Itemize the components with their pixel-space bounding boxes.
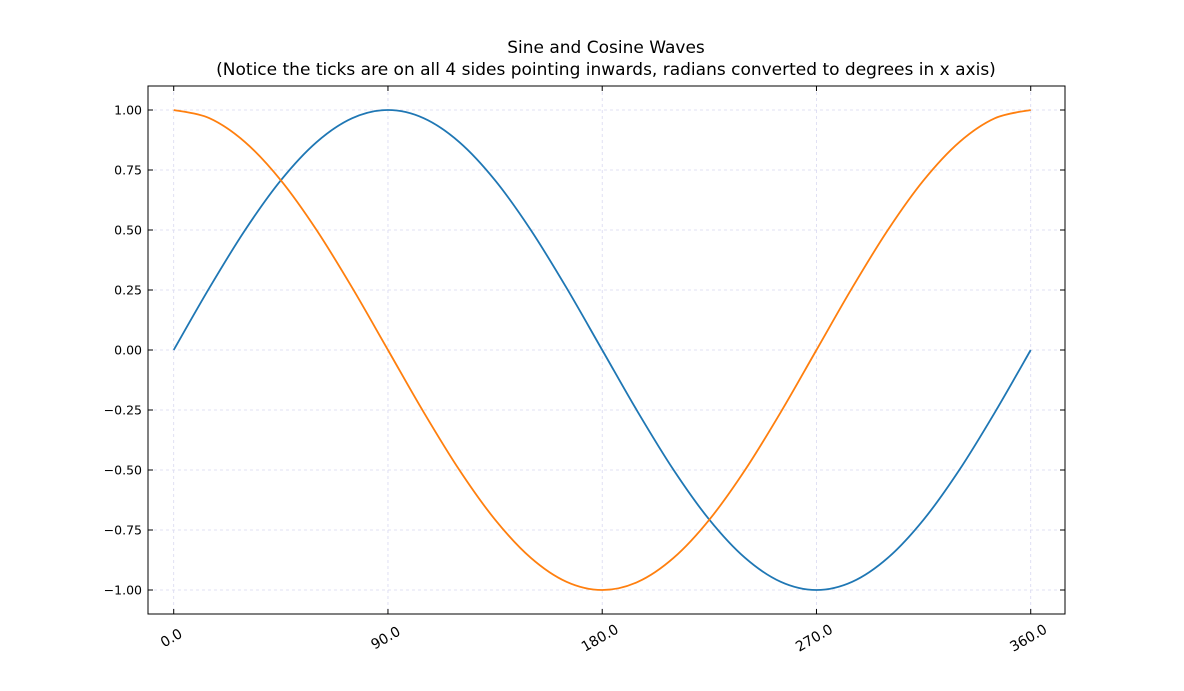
y-tick-label: −0.25 xyxy=(104,403,142,418)
series-lines xyxy=(172,109,1032,591)
x-tick-label: 180.0 xyxy=(579,622,622,656)
x-tick-label: 270.0 xyxy=(793,622,836,656)
series-line-1 xyxy=(172,109,1032,591)
axis-ticks xyxy=(148,86,1065,614)
chart-title: Sine and Cosine Waves xyxy=(507,38,705,58)
y-tick-label: 0.25 xyxy=(114,283,142,298)
x-tick-label: 360.0 xyxy=(1007,622,1050,656)
y-tick-label: 0.00 xyxy=(114,343,142,358)
x-tick-label: 0.0 xyxy=(158,626,185,651)
y-tick-label: −0.50 xyxy=(104,463,142,478)
y-tick-label: 0.75 xyxy=(114,163,142,178)
y-tick-label: −0.75 xyxy=(104,523,142,538)
chart-subtitle: (Notice the ticks are on all 4 sides poi… xyxy=(216,60,996,80)
y-tick-label: 0.50 xyxy=(114,223,142,238)
y-tick-label: 1.00 xyxy=(114,103,142,118)
x-tick-label: 90.0 xyxy=(368,624,403,653)
y-tick-label: −1.00 xyxy=(104,583,142,598)
grid-lines xyxy=(148,86,1065,614)
tick-labels: 0.0 90.0 180.0 270.0 360.0 1.00 0.75 0.50 0.25 0.… xyxy=(104,103,1050,656)
series-line-2 xyxy=(173,109,1031,591)
